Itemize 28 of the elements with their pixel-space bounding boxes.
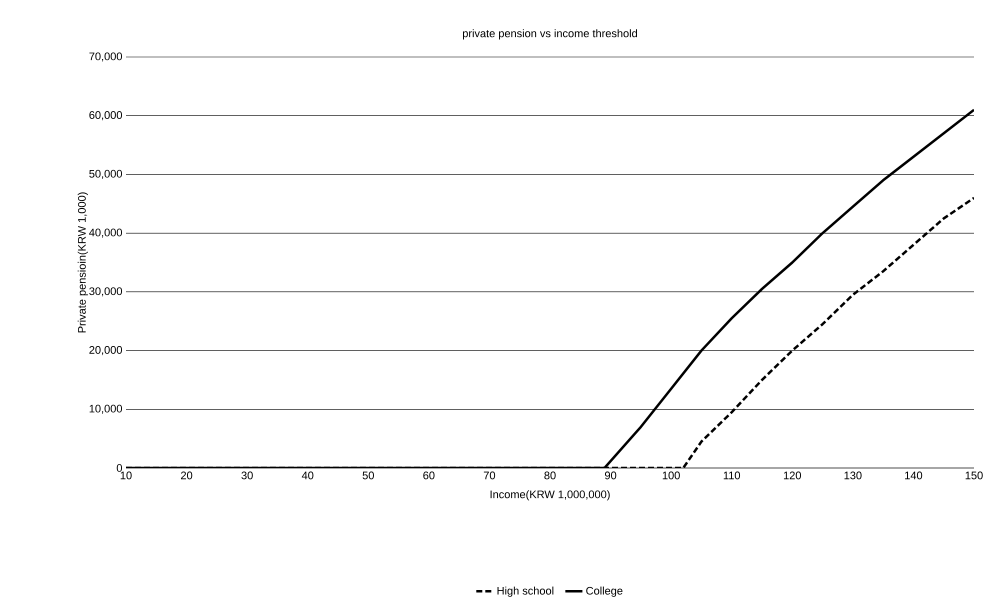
legend-label: High school xyxy=(498,586,554,597)
legend-label: College xyxy=(586,586,622,597)
x-tick-label: 10 xyxy=(120,472,132,480)
y-tick-label: 0 xyxy=(116,464,122,472)
x-tick-label: 60 xyxy=(423,472,435,480)
y-tick-label: 40,000 xyxy=(89,228,122,238)
x-tick-label: 30 xyxy=(241,472,253,480)
y-tick-label: 60,000 xyxy=(89,111,122,120)
x-tick-label: 100 xyxy=(662,472,680,480)
y-tick-label: 20,000 xyxy=(89,346,122,356)
x-axis-title: Income(KRW 1,000,000) xyxy=(490,490,610,500)
y-tick-label: 30,000 xyxy=(89,287,122,296)
x-tick-label: 50 xyxy=(362,472,374,480)
x-tick-label: 120 xyxy=(784,472,802,480)
x-tick-label: 40 xyxy=(302,472,314,480)
x-tick-label: 140 xyxy=(905,472,922,480)
x-tick-label: 110 xyxy=(724,472,740,480)
x-tick-label: 70 xyxy=(484,472,496,480)
x-tick-label: 130 xyxy=(844,472,862,480)
y-axis-title: Private pensioin(KRW 1,000) xyxy=(78,192,88,332)
x-tick-label: 20 xyxy=(181,472,192,480)
y-tick-label: 50,000 xyxy=(89,170,122,179)
y-tick-label: 10,000 xyxy=(90,404,122,414)
y-tick-label: 70,000 xyxy=(89,52,122,62)
x-tick-label: 90 xyxy=(604,472,616,480)
chart-title: private pension vs income threshold xyxy=(462,29,638,40)
x-tick-label: 80 xyxy=(544,472,556,480)
x-tick-label: 150 xyxy=(966,472,983,480)
